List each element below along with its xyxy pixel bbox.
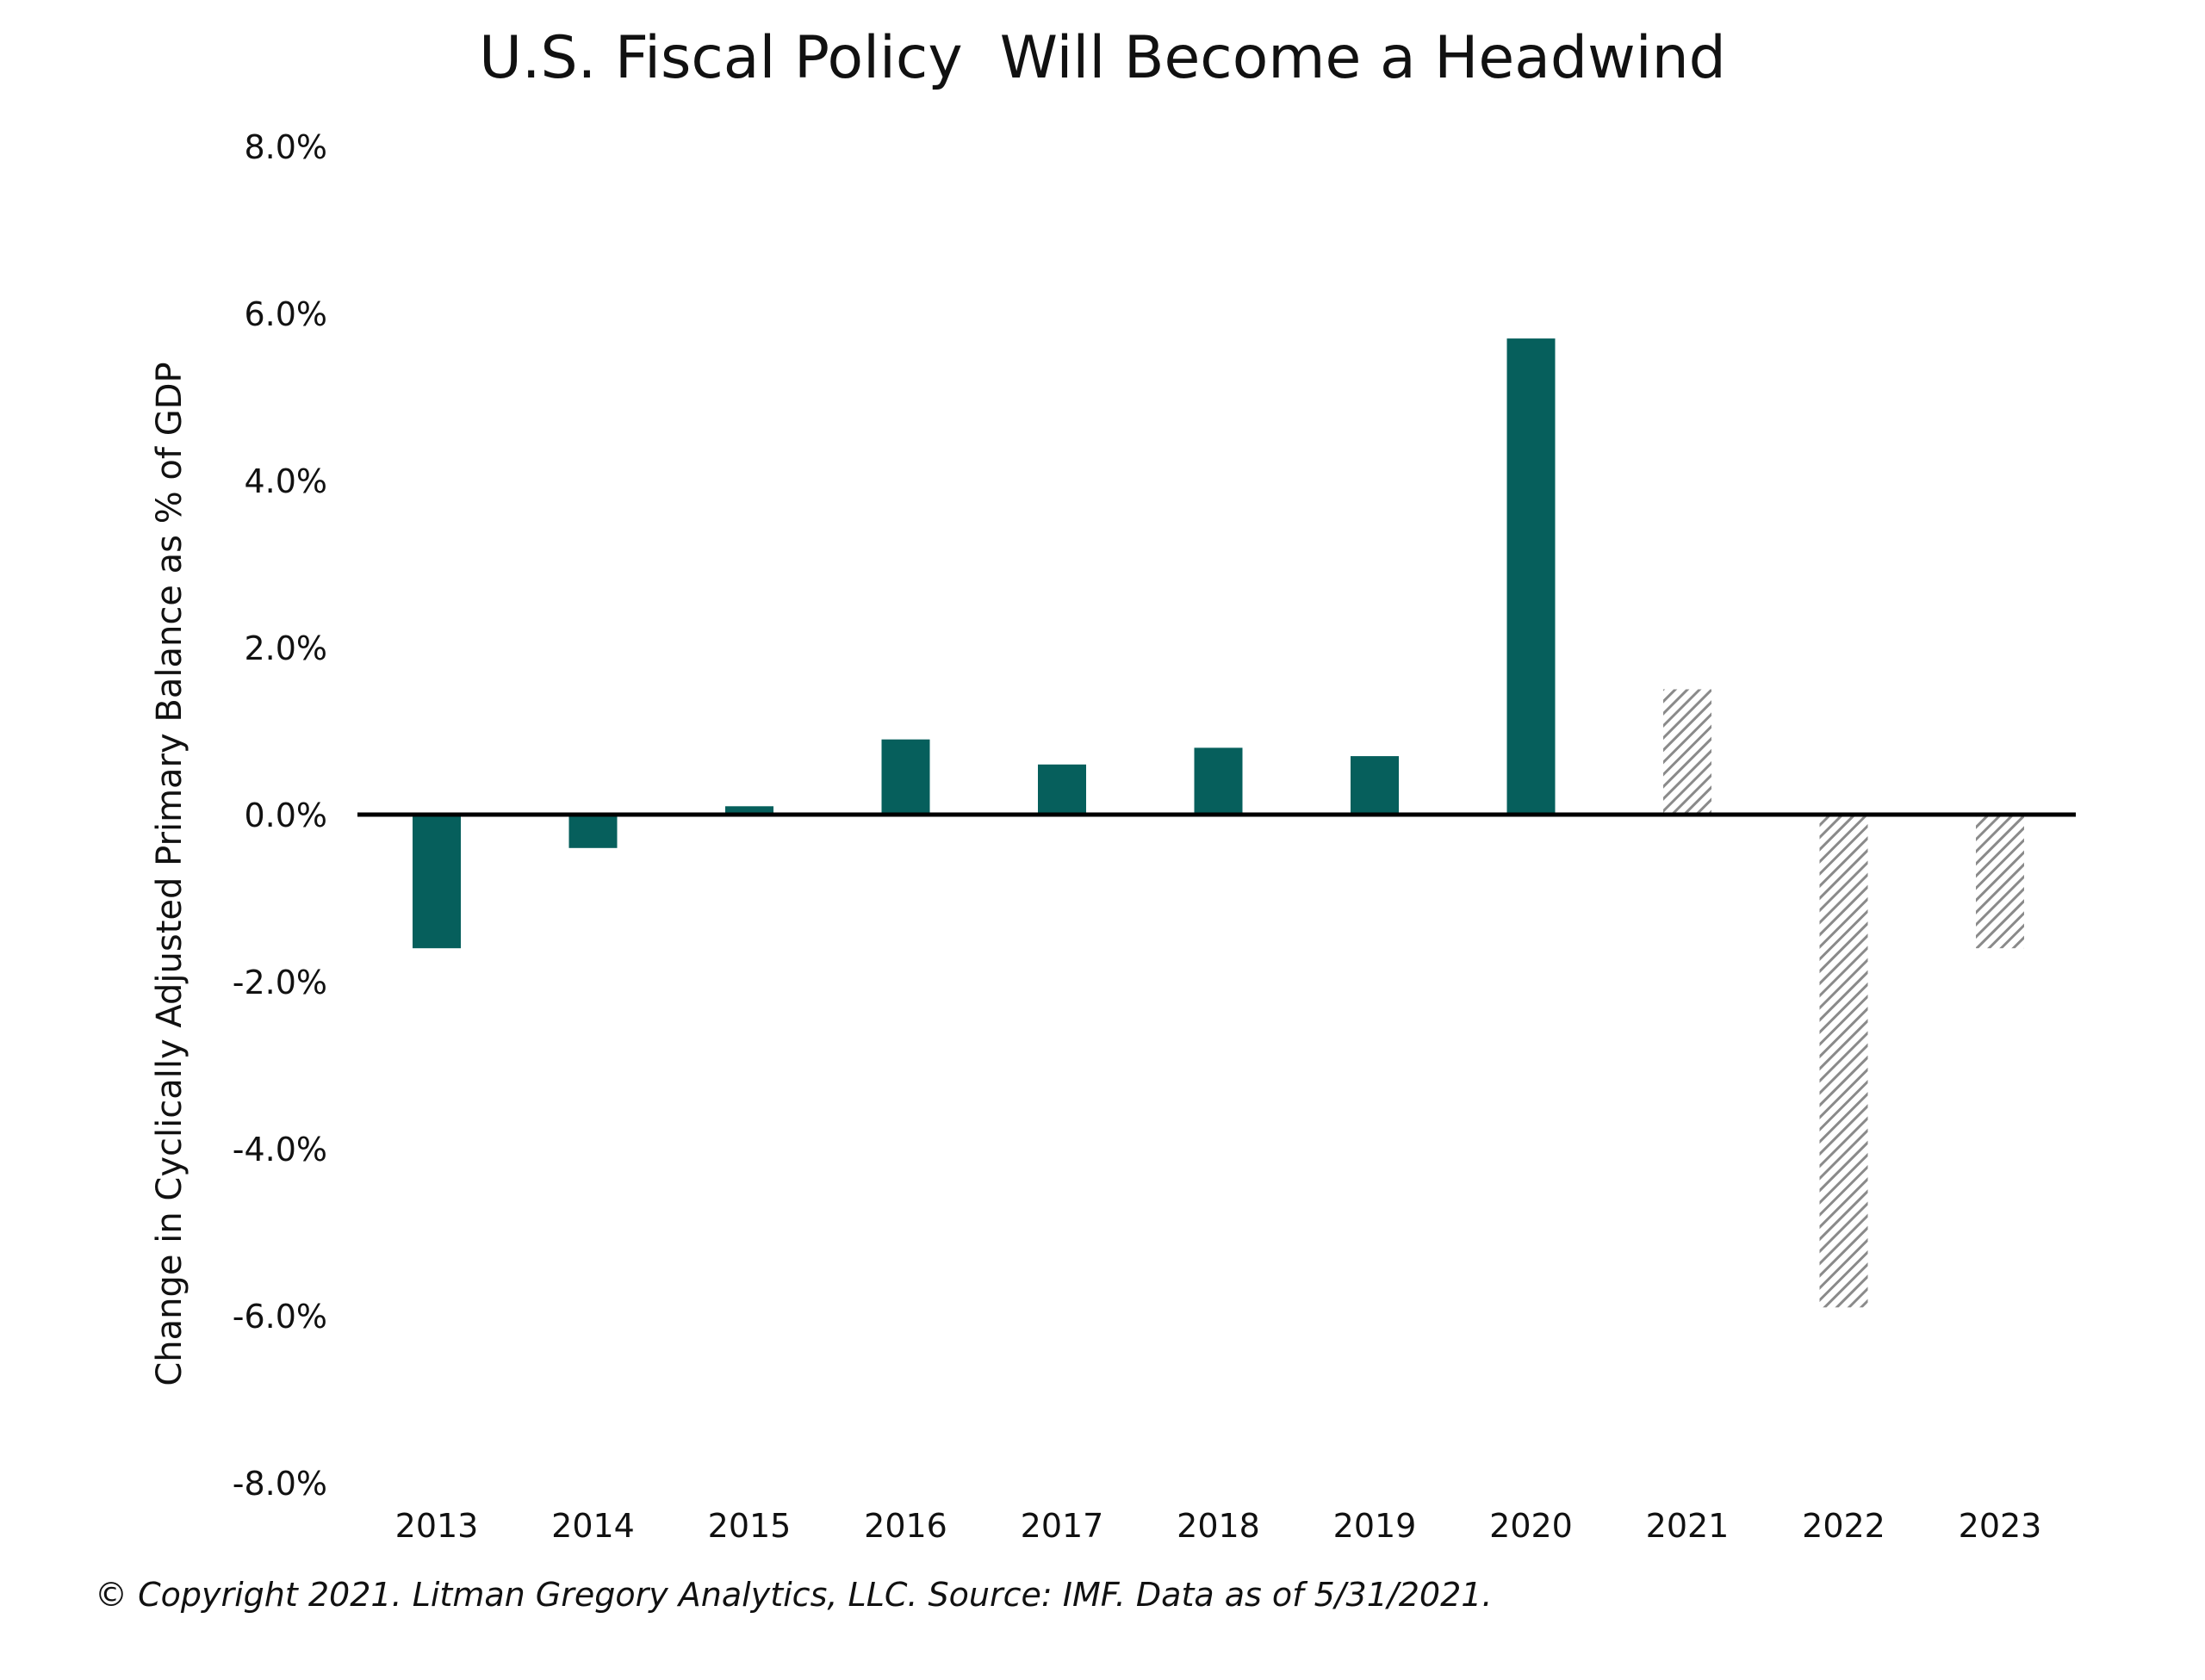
bar-2015 bbox=[725, 806, 773, 815]
y-tick-label: -8.0% bbox=[233, 1465, 327, 1503]
y-tick-label: 4.0% bbox=[244, 462, 327, 500]
x-tick-label: 2023 bbox=[1959, 1507, 2042, 1545]
y-tick-label: -2.0% bbox=[233, 964, 327, 1001]
x-tick-label: 2016 bbox=[864, 1507, 947, 1545]
bars bbox=[413, 338, 2024, 1308]
y-tick-label: 0.0% bbox=[244, 797, 327, 834]
bar-2020 bbox=[1506, 338, 1556, 815]
bar-2014 bbox=[568, 815, 618, 848]
x-tick-label: 2014 bbox=[551, 1507, 635, 1545]
y-tick-label: 2.0% bbox=[244, 629, 327, 667]
footnote: © Copyright 2021. Litman Gregory Analyti… bbox=[95, 1576, 1493, 1614]
x-tick-label: 2022 bbox=[1802, 1507, 1885, 1545]
bar-2018 bbox=[1194, 747, 1243, 815]
bar-2019 bbox=[1351, 756, 1399, 815]
x-tick-label: 2021 bbox=[1646, 1507, 1730, 1545]
y-tick-label: 8.0% bbox=[244, 128, 327, 166]
bar-2022 bbox=[1819, 815, 1868, 1308]
bar-2021 bbox=[1663, 689, 1711, 815]
bar-2017 bbox=[1038, 764, 1086, 815]
x-axis-ticks: 2013 2014 2015 2016 2017 2018 2019 2020 2021 2022… bbox=[395, 1507, 2042, 1545]
x-tick-label: 2013 bbox=[395, 1507, 479, 1545]
chart-title: U.S. Fiscal Policy Will Become a Headwin… bbox=[479, 24, 1726, 92]
y-tick-label: -6.0% bbox=[233, 1298, 327, 1336]
x-tick-label: 2019 bbox=[1333, 1507, 1417, 1545]
y-axis-label: Change in Cyclically Adjusted Primary Ba… bbox=[150, 362, 189, 1386]
bar-2016 bbox=[881, 739, 930, 815]
x-tick-label: 2017 bbox=[1021, 1507, 1104, 1545]
x-tick-label: 2020 bbox=[1489, 1507, 1573, 1545]
x-tick-label: 2018 bbox=[1177, 1507, 1260, 1545]
y-tick-label: 6.0% bbox=[244, 295, 327, 333]
y-axis-ticks: 8.0% 6.0% 4.0% 2.0% 0.0% -2.0% -4.0% -6.0% -8.0% bbox=[233, 128, 327, 1503]
y-tick-label: -4.0% bbox=[233, 1131, 327, 1169]
bar-2013 bbox=[413, 815, 461, 949]
bar-2023 bbox=[1976, 815, 2024, 949]
x-tick-label: 2015 bbox=[708, 1507, 792, 1545]
